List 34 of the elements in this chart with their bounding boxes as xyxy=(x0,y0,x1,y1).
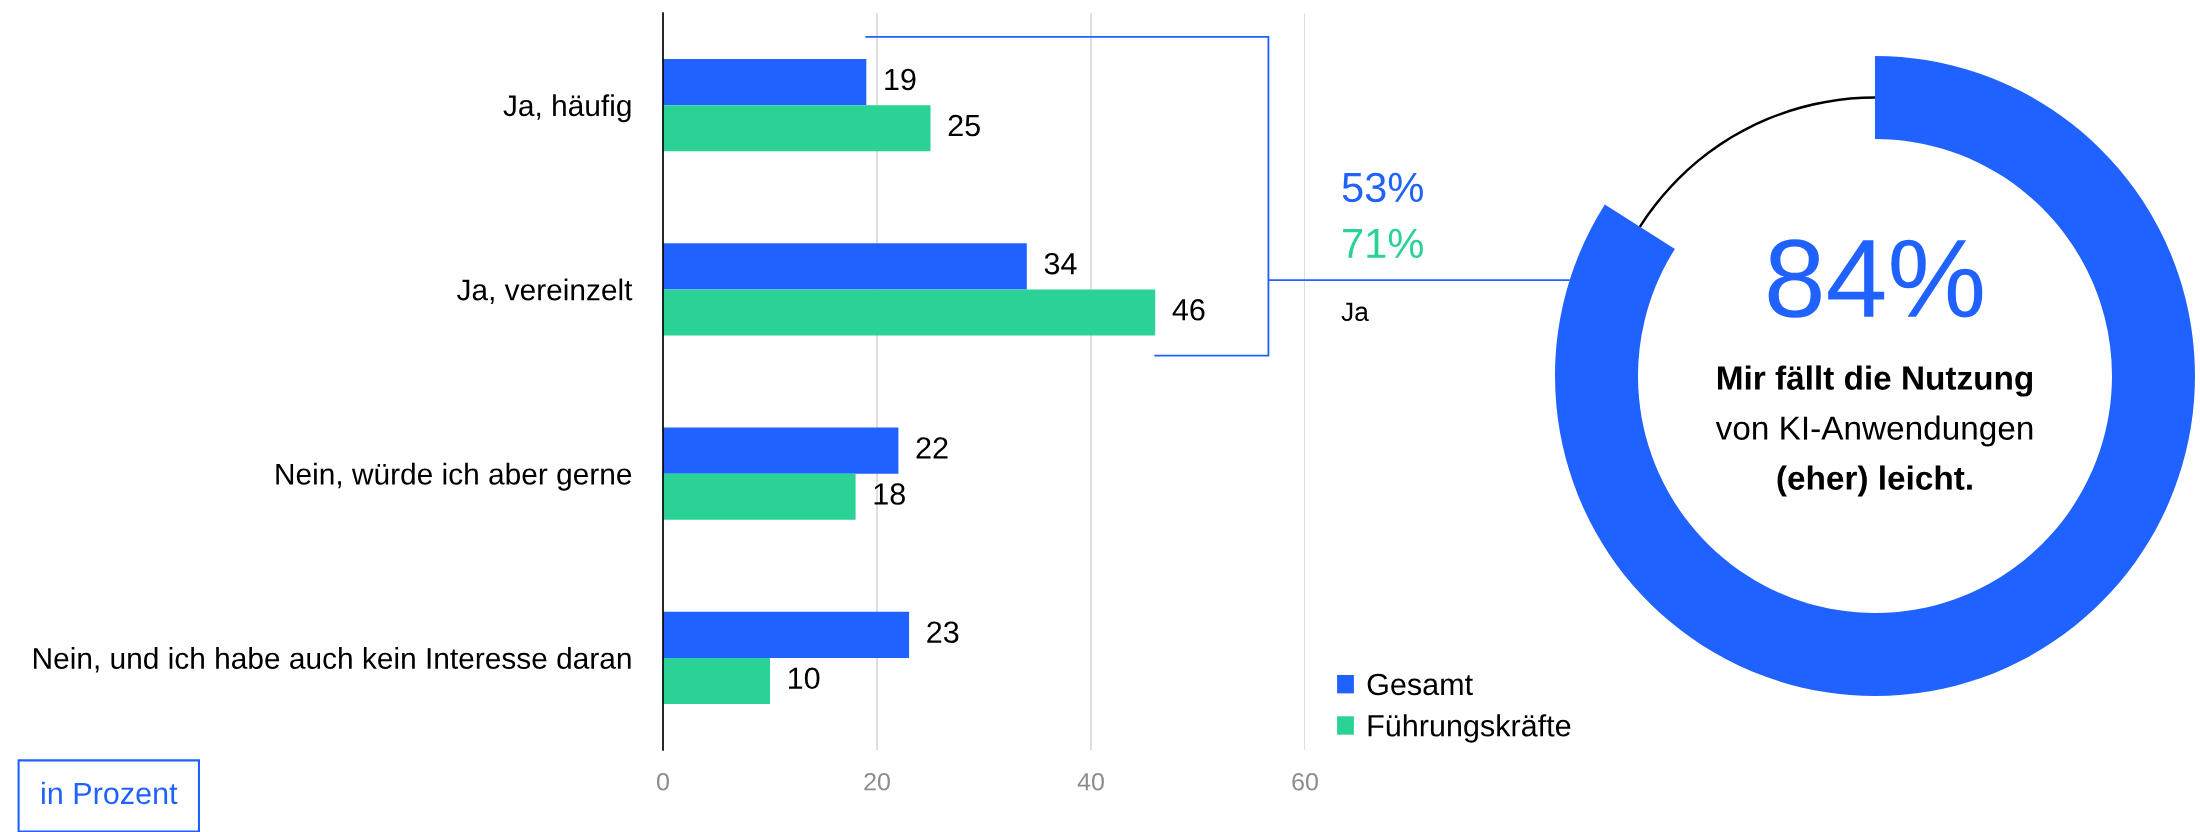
data-label: 34 xyxy=(1044,252,1077,275)
text: Ja xyxy=(1341,302,1369,322)
y-tick-label: Nein, und ich habe auch kein Interesse daran xyxy=(34,647,631,673)
text: von KI-Anwendungen xyxy=(1715,415,2033,447)
text: Mir fällt die Nutzung xyxy=(1717,365,2033,397)
data-label: 19 xyxy=(885,68,916,91)
data-label: 23 xyxy=(927,621,959,644)
bar xyxy=(663,289,1156,336)
bar xyxy=(663,243,1027,290)
y-tick-label: Ja, häufig xyxy=(503,94,631,123)
bar xyxy=(663,105,931,152)
data-label: 10 xyxy=(789,667,820,690)
text: (eher) leicht. xyxy=(1777,465,1972,497)
data-label: 22 xyxy=(916,437,948,459)
x-tick-label: 0 xyxy=(657,772,669,791)
legend-label: Führungskräfte xyxy=(1368,714,1571,743)
y-tick-label: Ja, vereinzelt xyxy=(456,278,633,305)
data-label: 25 xyxy=(948,114,980,137)
bar xyxy=(663,657,770,704)
legend-label: Gesamt xyxy=(1367,673,1473,696)
bar xyxy=(663,427,899,474)
data-label: 46 xyxy=(1172,298,1205,321)
data-label: 84% xyxy=(1768,239,1983,318)
data-label: 18 xyxy=(874,483,905,505)
x-tick-label: 40 xyxy=(1077,772,1104,791)
bar xyxy=(663,611,910,658)
text: 71% xyxy=(1343,228,1423,259)
text: in Prozent xyxy=(42,781,178,805)
text: 53% xyxy=(1342,172,1423,203)
bar xyxy=(663,59,867,106)
y-tick-label: Nein, würde ich aber gerne xyxy=(276,462,632,491)
x-tick-label: 60 xyxy=(1292,772,1318,791)
bar xyxy=(663,473,856,520)
x-tick-label: 20 xyxy=(864,772,890,791)
